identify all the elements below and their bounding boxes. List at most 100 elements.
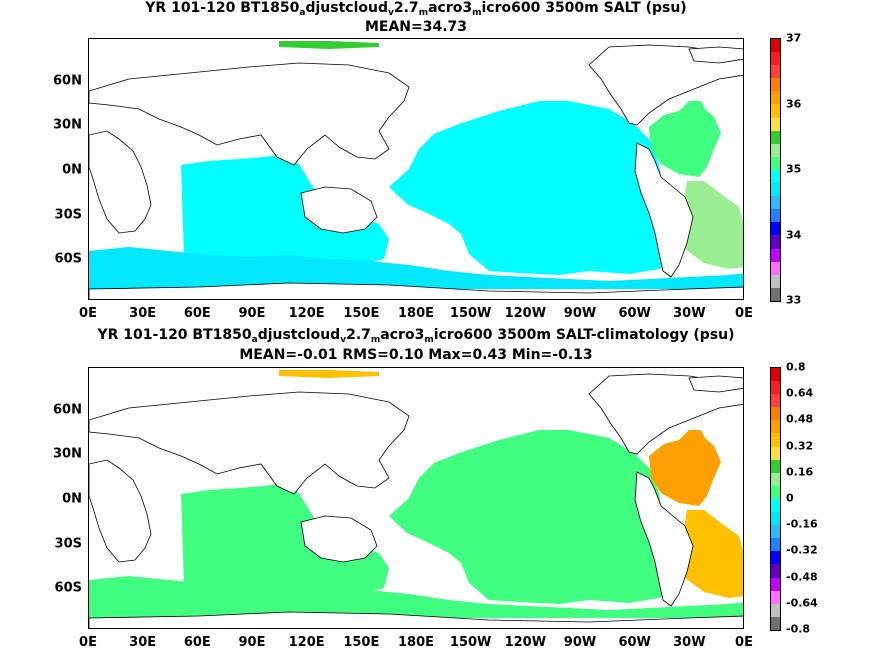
colorbar-swatch — [771, 274, 780, 288]
panel1-title: YR 101-120 BT1850adjustcloudv2.7macro3mi… — [0, 0, 832, 18]
colorbar-label: 0.32 — [786, 439, 814, 453]
colorbar-swatch — [771, 169, 780, 184]
x-tick-label: 30E — [129, 306, 157, 321]
colorbar-swatch — [771, 525, 780, 539]
landmass — [688, 46, 743, 64]
colorbar-label: -0.32 — [786, 543, 818, 557]
colorbar-label: 35 — [786, 162, 802, 176]
x-tick-label: 90W — [563, 635, 597, 650]
x-tick-label: 30W — [673, 635, 706, 650]
colorbar-swatch — [771, 261, 780, 275]
title-text: YR 101-120 BT1850 — [145, 0, 300, 16]
x-tick-label: 0E — [79, 635, 97, 650]
colorbar-swatch — [771, 459, 780, 473]
colorbar-swatch — [771, 235, 780, 249]
panel2-subtitle: MEAN=-0.01 RMS=0.10 Max=0.43 Min=-0.13 — [239, 347, 593, 363]
x-tick-label: 0E — [735, 635, 753, 650]
landmass — [300, 515, 378, 563]
colorbar-swatch — [771, 39, 780, 53]
colorbar-swatch — [771, 117, 780, 131]
title-subscript: m — [418, 8, 429, 18]
x-tick-label: 30W — [673, 306, 706, 321]
colorbar-label: -0.16 — [786, 517, 818, 531]
colorbar-swatch — [771, 209, 780, 223]
colorbar-label: 37 — [786, 31, 802, 45]
panel2-map — [88, 367, 744, 629]
title-subscript: m — [424, 335, 434, 345]
x-tick-label: 150W — [449, 306, 492, 321]
panel1-colorbar — [770, 38, 781, 302]
title-subscript: v — [340, 335, 347, 345]
colorbar-label: 33 — [786, 293, 802, 307]
landmass — [688, 375, 743, 393]
colorbar-swatch — [771, 433, 780, 447]
field-indian-ocean — [181, 483, 389, 596]
field-pacific-basin — [389, 101, 687, 275]
y-tick-label: 0N — [62, 162, 82, 178]
colorbar-label: 0.64 — [786, 386, 814, 400]
colorbar-swatch — [771, 52, 780, 66]
title-subscript: m — [370, 335, 381, 345]
title-text: acro3 — [380, 327, 425, 343]
colorbar-label: 34 — [786, 228, 802, 241]
y-tick-label: 30N — [53, 117, 82, 133]
colorbar-swatch — [771, 551, 780, 565]
colorbar-swatch — [771, 78, 780, 92]
x-tick-label: 90W — [563, 306, 597, 321]
x-tick-label: 120W — [504, 306, 547, 321]
x-tick-label: 60W — [618, 306, 651, 321]
colorbar-swatch — [771, 183, 780, 197]
title-subscript: a — [251, 335, 258, 345]
landmass — [89, 391, 410, 495]
field-southern-ocean — [89, 247, 743, 289]
colorbar-swatch — [771, 130, 780, 144]
colorbar-swatch — [771, 577, 780, 591]
colorbar-swatch — [771, 407, 780, 421]
title-text: 2.7 — [346, 327, 371, 343]
colorbar-swatch — [771, 472, 780, 486]
colorbar-label: 0 — [786, 491, 794, 505]
colorbar-swatch — [771, 65, 780, 79]
colorbar-label: -0.8 — [786, 622, 811, 636]
panel1-map — [88, 38, 744, 300]
colorbar-label: 36 — [786, 97, 802, 110]
colorbar-swatch — [771, 143, 780, 157]
y-tick-label: 0N — [62, 491, 82, 507]
colorbar-swatch — [771, 91, 780, 105]
title-text: YR 101-120 BT1850 — [97, 327, 252, 343]
landmass — [634, 142, 694, 278]
colorbar-swatch — [771, 590, 780, 604]
y-tick-label: 60S — [54, 251, 82, 267]
field-south-atlantic — [679, 510, 743, 598]
y-tick-label: 60N — [53, 73, 82, 89]
colorbar-swatch — [771, 564, 780, 578]
y-tick-label: 30S — [54, 536, 82, 552]
y-tick-label: 30N — [53, 446, 82, 462]
x-tick-label: 60W — [618, 635, 651, 650]
field-south-atlantic — [679, 181, 743, 269]
title-subscript: a — [299, 8, 306, 18]
x-tick-label: 150W — [449, 635, 492, 650]
colorbar-label: 0.16 — [786, 465, 814, 479]
title-subscript: m — [472, 8, 482, 18]
x-tick-label: 0E — [79, 306, 97, 321]
landmass — [300, 186, 378, 234]
colorbar-swatch — [771, 196, 780, 210]
y-tick-label: 60S — [54, 580, 82, 596]
x-tick-label: 0E — [735, 306, 753, 321]
landmass — [89, 459, 152, 563]
colorbar-swatch — [771, 287, 780, 301]
x-tick-label: 60E — [183, 635, 211, 650]
title-text: icro600 3500m SALT (psu) — [481, 0, 687, 16]
x-tick-label: 120E — [288, 306, 325, 321]
x-tick-label: 120W — [504, 635, 547, 650]
colorbar-swatch — [771, 104, 780, 118]
field-indian-ocean — [181, 154, 389, 267]
panel1-subtitle: MEAN=34.73 — [364, 19, 468, 35]
field-north-atlantic — [649, 101, 721, 177]
field-arctic — [279, 370, 379, 378]
map-canvas — [89, 41, 743, 299]
map-canvas — [89, 370, 743, 628]
colorbar-swatch — [771, 222, 780, 236]
colorbar-swatch — [771, 616, 780, 630]
